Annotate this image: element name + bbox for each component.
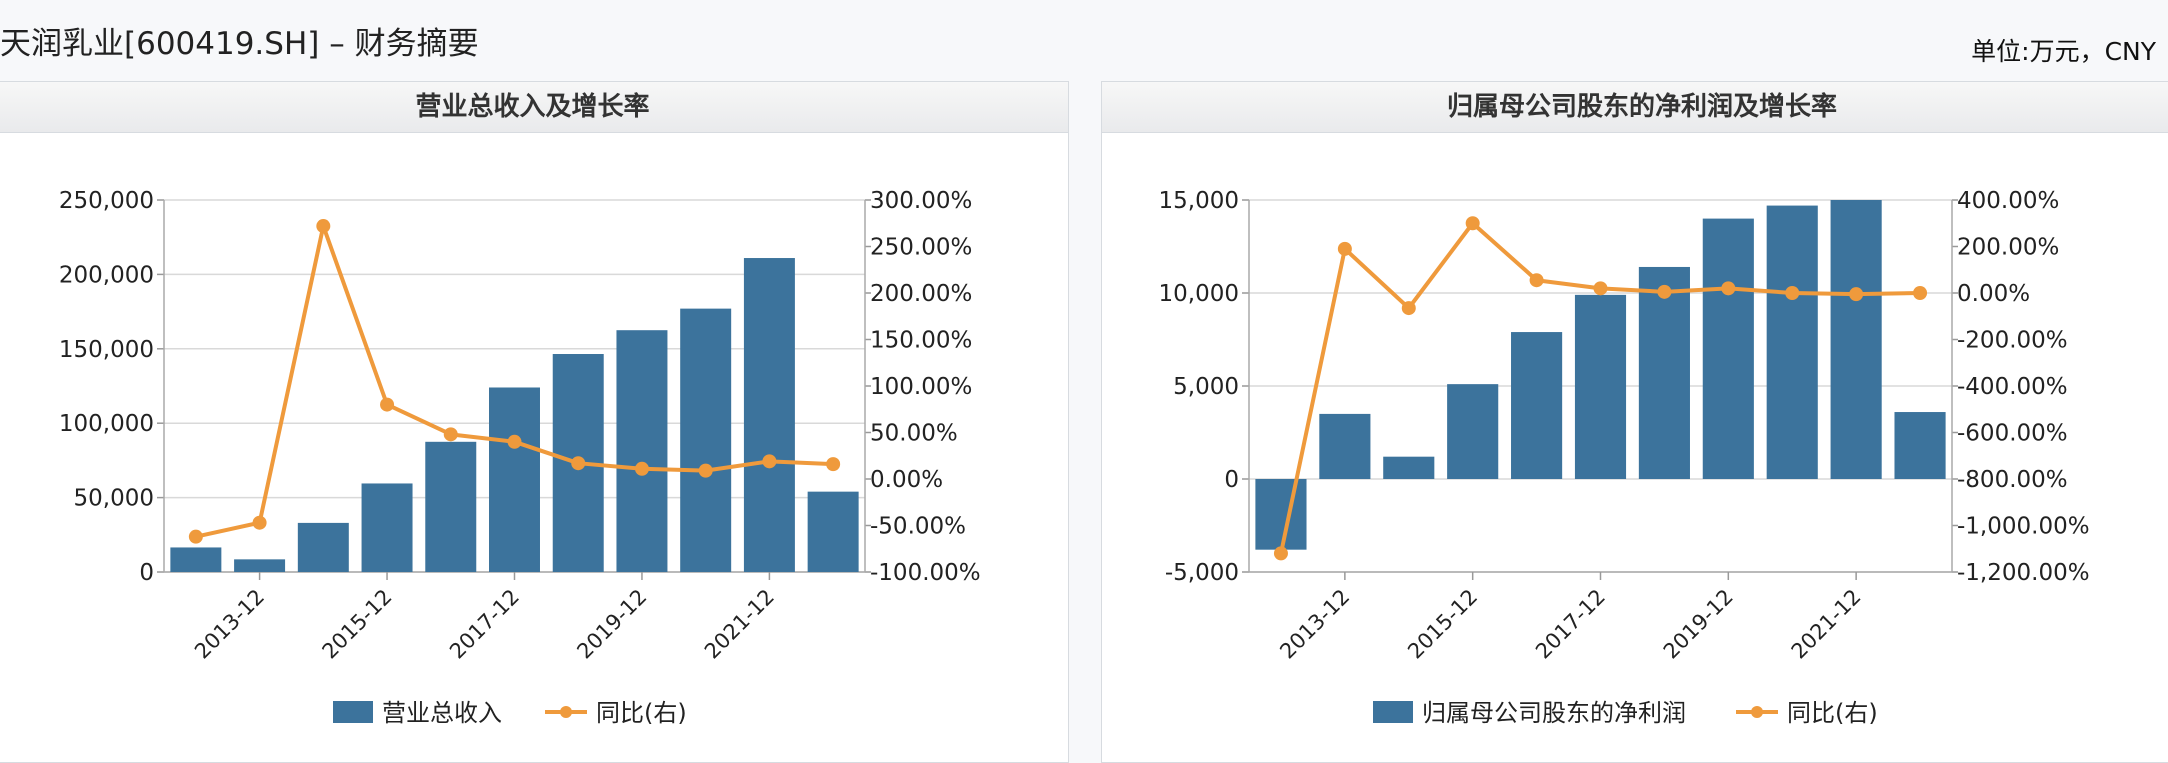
y-right-tick-label: 250.00%: [870, 235, 972, 261]
y-left-tick-label: -5,000: [1165, 560, 1239, 586]
growth-point: [698, 463, 713, 478]
x-tick-label: 2015-12: [318, 585, 397, 664]
y-right-tick-label: 100.00%: [870, 374, 972, 400]
growth-point: [1337, 241, 1352, 256]
y-right-tick-label: 150.00%: [870, 328, 972, 354]
x-tick-label: 2021-12: [1787, 585, 1866, 664]
y-left-tick-label: 15,000: [1159, 188, 1239, 214]
bar: [616, 330, 668, 572]
x-tick-label: 2013-12: [190, 585, 269, 664]
legend-line-label: 同比(右): [596, 699, 687, 727]
y-left-tick-label: 200,000: [59, 262, 154, 288]
bar: [297, 522, 349, 572]
growth-point: [252, 515, 267, 530]
bar: [1830, 200, 1882, 479]
y-right-tick-label: -400.00%: [1957, 374, 2068, 400]
y-right-tick-label: 50.00%: [870, 421, 958, 447]
bar: [1255, 479, 1307, 550]
net-profit-chart-title: 归属母公司股东的净利润及增长率: [1102, 82, 2168, 133]
growth-point: [316, 219, 331, 234]
y-right-tick-label: -50.00%: [870, 514, 966, 540]
bar: [1447, 384, 1499, 479]
bar: [1702, 218, 1754, 479]
legend-line-label: 同比(右): [1787, 699, 1878, 727]
net-profit-chart-panel: 归属母公司股东的净利润及增长率 -5,000 0 5,000 10,000 15,000…: [1101, 81, 2168, 763]
growth-point: [1849, 287, 1864, 302]
net-profit-chart: -5,000 0 5,000 10,000 15,000 -1,200.00% -1,000…: [1159, 188, 2090, 727]
bar: [680, 308, 732, 572]
x-tick-label: 2021-12: [700, 585, 779, 664]
growth-point: [1657, 284, 1672, 299]
bar: [1766, 205, 1818, 479]
legend-bar-swatch: [333, 701, 373, 723]
legend-line-marker: [560, 706, 572, 718]
y-left-tick-label: 0: [1224, 467, 1239, 493]
legend-bar-swatch: [1373, 701, 1413, 723]
growth-point: [1529, 273, 1544, 288]
y-right-tick-label: 0.00%: [1957, 281, 2030, 307]
growth-point: [762, 454, 777, 469]
growth-point: [1913, 286, 1928, 300]
bar: [1574, 294, 1627, 479]
y-right-tick-label: -1,200.00%: [1957, 560, 2090, 586]
x-tick-label: 2019-12: [1659, 585, 1738, 664]
growth-point: [443, 427, 458, 442]
growth-point: [1273, 546, 1288, 561]
unit-label: 单位:万元，CNY: [1971, 37, 2156, 66]
bar: [743, 258, 795, 572]
bar: [170, 547, 222, 572]
bar: [361, 483, 413, 572]
growth-point: [1785, 286, 1800, 300]
y-right-tick-label: -1,000.00%: [1957, 514, 2090, 540]
y-right-tick-label: 400.00%: [1957, 188, 2059, 214]
y-left-tick-label: 50,000: [74, 486, 154, 512]
legend-line-marker: [1751, 706, 1763, 718]
revenue-chart: 0 50,000 100,000 150,000 200,000 250,000 -100.…: [59, 188, 981, 727]
y-right-tick-label: -100.00%: [870, 560, 981, 586]
legend-bar-label: 归属母公司股东的净利润: [1422, 699, 1686, 727]
growth-point: [1401, 301, 1416, 316]
growth-point: [634, 461, 649, 476]
bar: [489, 387, 540, 572]
growth-point: [826, 457, 841, 472]
y-left-tick-label: 10,000: [1159, 281, 1239, 307]
growth-point: [188, 529, 203, 544]
page-title: 天润乳业[600419.SH] – 财务摘要: [0, 26, 479, 62]
legend-bar-label: 营业总收入: [382, 699, 502, 727]
y-left-tick-label: 0: [139, 560, 154, 586]
revenue-chart-panel: 营业总收入及增长率 0 50,000 100,000 150,000 200,000 25…: [0, 81, 1069, 763]
bar: [1319, 413, 1371, 479]
x-tick-label: 2015-12: [1403, 585, 1482, 664]
y-right-tick-label: -200.00%: [1957, 328, 2068, 354]
x-tick-label: 2013-12: [1275, 585, 1354, 664]
y-right-tick-label: 200.00%: [870, 281, 972, 307]
growth-point: [1593, 281, 1608, 296]
growth-point: [1721, 281, 1736, 296]
bar: [1894, 412, 1946, 479]
y-right-tick-label: 300.00%: [870, 188, 972, 214]
x-tick-label: 2017-12: [1531, 585, 1610, 664]
y-left-tick-label: 5,000: [1173, 374, 1239, 400]
bar: [1511, 332, 1563, 479]
revenue-chart-title: 营业总收入及增长率: [0, 82, 1068, 133]
y-left-tick-label: 150,000: [59, 337, 154, 363]
y-right-tick-label: -600.00%: [1957, 421, 2068, 447]
bar: [1383, 456, 1435, 479]
bar: [425, 441, 477, 572]
bar: [1638, 266, 1690, 479]
x-tick-label: 2017-12: [445, 585, 524, 664]
growth-point: [507, 434, 522, 449]
y-left-tick-label: 100,000: [59, 411, 154, 437]
y-right-tick-label: 0.00%: [870, 467, 943, 493]
growth-point: [1465, 216, 1480, 231]
y-right-tick-label: 200.00%: [1957, 235, 2059, 261]
x-tick-label: 2019-12: [572, 585, 651, 664]
y-right-tick-label: -800.00%: [1957, 467, 2068, 493]
y-left-tick-label: 250,000: [59, 188, 154, 214]
growth-point: [380, 397, 395, 412]
bar: [234, 559, 286, 572]
growth-point: [571, 456, 586, 471]
bar: [807, 491, 859, 572]
